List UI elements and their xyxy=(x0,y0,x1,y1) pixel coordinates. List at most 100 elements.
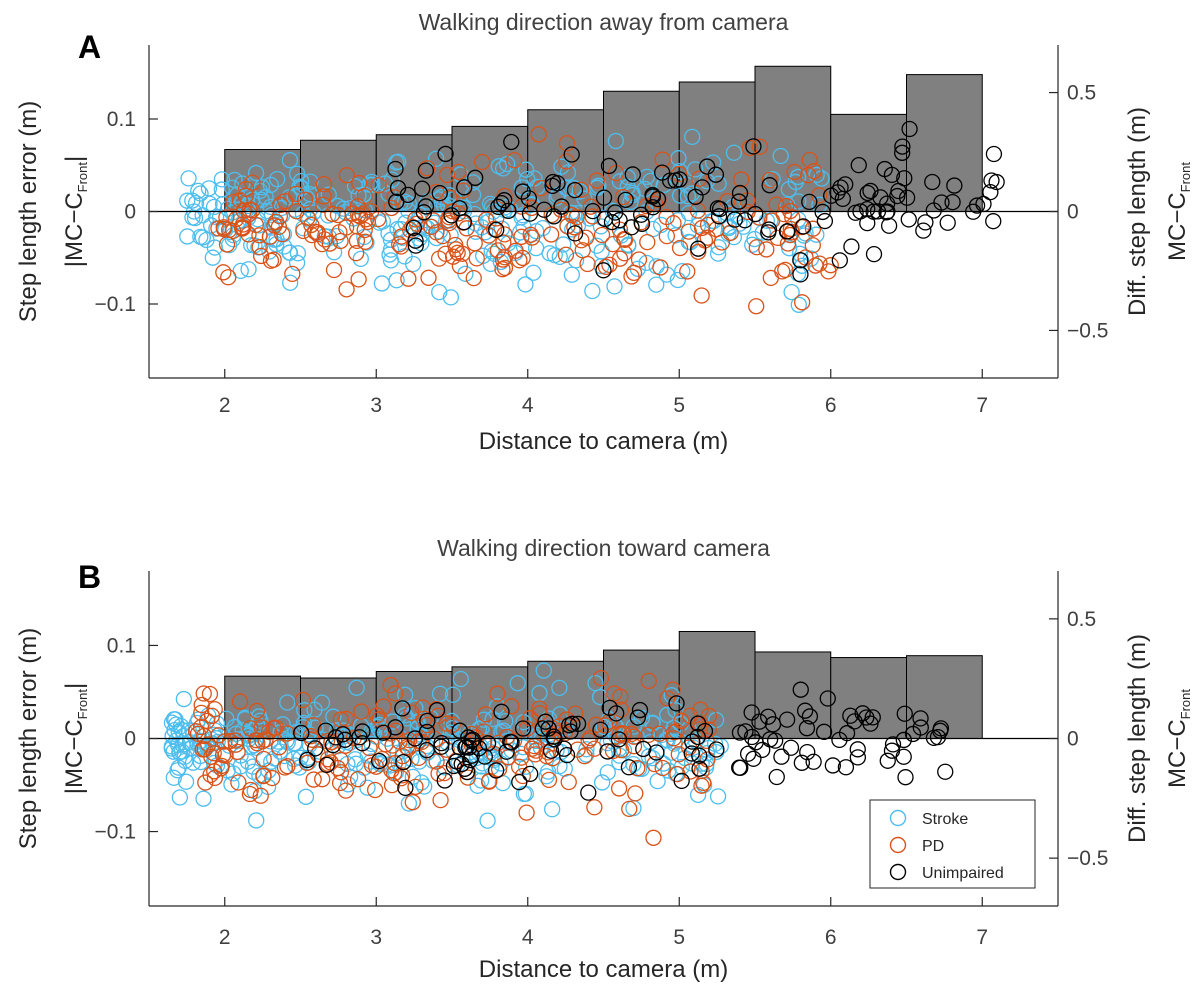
data-point xyxy=(616,231,634,249)
data-point xyxy=(901,120,918,138)
data-point xyxy=(819,690,836,707)
data-point xyxy=(693,777,710,794)
data-point xyxy=(456,179,473,196)
data-point xyxy=(683,185,701,202)
x-axis-label: Distance to camera (m) xyxy=(479,956,728,983)
data-point xyxy=(659,732,676,749)
data-point xyxy=(578,741,595,758)
data-point xyxy=(699,216,717,234)
data-point xyxy=(423,218,440,236)
data-point xyxy=(580,732,597,749)
data-point xyxy=(673,772,690,790)
y-tick-label: 0 xyxy=(124,201,136,224)
data-point xyxy=(469,777,486,794)
data-point xyxy=(546,731,563,748)
data-point xyxy=(164,727,181,745)
data-point xyxy=(748,239,765,256)
data-point xyxy=(395,753,412,771)
data-point xyxy=(413,774,430,791)
data-point xyxy=(939,214,956,231)
data-point xyxy=(227,736,245,753)
data-point xyxy=(576,748,593,765)
data-point xyxy=(612,701,630,718)
data-point xyxy=(407,778,424,795)
data-point xyxy=(592,669,610,687)
data-point xyxy=(349,771,367,788)
data-point xyxy=(539,729,556,746)
data-point xyxy=(710,175,727,192)
data-point xyxy=(474,153,491,171)
y-right-axis-label: Diff. step length (m) xyxy=(1124,107,1151,316)
data-point xyxy=(563,206,580,224)
data-point xyxy=(659,706,676,724)
data-point xyxy=(671,171,688,188)
data-point xyxy=(449,244,466,261)
data-point xyxy=(644,199,662,216)
data-point xyxy=(731,724,749,741)
data-point xyxy=(530,126,547,143)
data-point xyxy=(691,170,708,187)
x-tick-label: 3 xyxy=(370,926,382,949)
data-point xyxy=(832,179,849,196)
data-point xyxy=(497,712,514,730)
data-point xyxy=(382,676,399,694)
data-point xyxy=(912,710,929,727)
data-point xyxy=(465,269,482,287)
data-point xyxy=(303,226,321,244)
data-point xyxy=(519,171,536,188)
data-point xyxy=(244,202,261,219)
data-point xyxy=(403,750,420,768)
y-right-tick-label: −0.5 xyxy=(1067,319,1108,342)
data-point xyxy=(904,725,922,743)
data-point xyxy=(473,772,490,789)
data-point xyxy=(768,768,785,786)
data-point xyxy=(177,752,194,770)
data-point xyxy=(798,720,816,737)
data-point xyxy=(708,741,725,758)
chart-title: Walking direction away from camera xyxy=(419,9,789,35)
data-point xyxy=(633,206,650,223)
data-point xyxy=(897,769,914,786)
data-point xyxy=(674,262,691,280)
data-point xyxy=(654,759,671,777)
data-point xyxy=(234,220,251,237)
data-point xyxy=(915,222,932,239)
data-point xyxy=(255,750,272,768)
data-point xyxy=(555,236,572,253)
data-point xyxy=(616,230,633,248)
data-point xyxy=(262,252,280,269)
data-point xyxy=(218,209,235,226)
bar xyxy=(830,113,907,212)
data-point xyxy=(188,714,206,732)
data-point xyxy=(616,245,633,262)
data-point xyxy=(477,706,495,723)
data-point xyxy=(607,132,624,150)
data-point xyxy=(514,249,531,267)
data-point xyxy=(368,707,386,724)
data-point xyxy=(251,227,268,244)
data-point xyxy=(407,232,424,249)
data-point xyxy=(274,225,291,243)
data-point xyxy=(544,801,561,818)
data-point xyxy=(669,212,686,229)
data-point xyxy=(252,787,269,804)
data-point xyxy=(689,715,707,732)
data-point xyxy=(428,753,445,770)
data-point xyxy=(514,720,532,737)
data-point xyxy=(691,747,708,764)
data-point xyxy=(804,237,821,254)
data-point xyxy=(301,186,319,203)
data-point xyxy=(587,716,605,733)
data-point xyxy=(215,264,232,281)
data-point xyxy=(566,219,583,236)
data-point xyxy=(350,187,367,204)
data-point xyxy=(593,774,611,791)
data-point xyxy=(451,739,468,756)
data-point xyxy=(808,166,825,184)
data-point xyxy=(898,189,916,206)
data-point xyxy=(741,139,758,157)
data-point xyxy=(479,735,497,752)
data-point xyxy=(816,212,834,230)
data-point xyxy=(709,788,727,805)
data-point xyxy=(213,760,230,777)
